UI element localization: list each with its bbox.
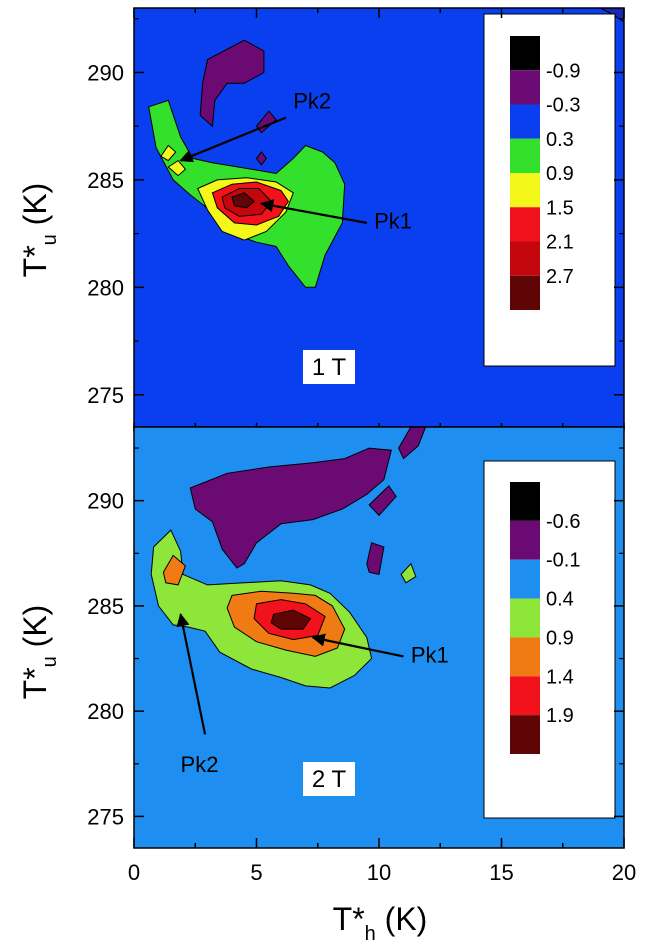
legend-box-top bbox=[483, 13, 616, 367]
y-tick-label-bot-285: 285 bbox=[87, 594, 124, 619]
legend-swatch-bot-4 bbox=[510, 637, 540, 677]
legend-swatch-top-5 bbox=[510, 207, 540, 242]
annotation-label-pk1-top: Pk1 bbox=[374, 209, 412, 234]
legend-label-top-4: 1.5 bbox=[546, 197, 574, 219]
field-label-box-bottom bbox=[303, 762, 355, 796]
annotation-labels-top: Pk1 Pk2 bbox=[293, 88, 412, 233]
x-tick-label-20: 20 bbox=[612, 860, 636, 885]
annotation-arrow-pk2-bot bbox=[176, 613, 207, 735]
legend-swatch-top-0 bbox=[510, 36, 540, 71]
legend-swatch-bot-0 bbox=[510, 482, 540, 521]
contour-region-top-2 bbox=[255, 151, 267, 166]
legend-swatch-top-7 bbox=[510, 275, 540, 310]
legend-swatch-bot-6 bbox=[510, 715, 540, 754]
legend-label-bot-2: 0.4 bbox=[546, 589, 574, 611]
y-ticks-top: 275 280 285 290 bbox=[87, 18, 624, 408]
y-tick-label-bot-275: 275 bbox=[87, 804, 124, 829]
y-tick-label-top-275: 275 bbox=[87, 383, 124, 408]
legend-label-top-2: 0.3 bbox=[546, 129, 574, 151]
contour-region-bot-2 bbox=[368, 485, 397, 517]
y-axis-label-bottom: T*u (K) bbox=[17, 605, 61, 700]
legend-label-bot-1: -0.1 bbox=[546, 550, 580, 572]
legend-label-bot-5: 1.9 bbox=[546, 705, 574, 727]
legend-swatch-bot-1 bbox=[510, 520, 540, 560]
legend-swatch-top-1 bbox=[510, 70, 540, 105]
annotation-labels-bottom: Pk1 Pk2 bbox=[181, 642, 449, 776]
x-axis-label: T*h (K) bbox=[333, 901, 428, 945]
contour-regions-top bbox=[148, 8, 624, 288]
field-label-top: 1 T bbox=[312, 354, 347, 381]
contour-region-top-6 bbox=[167, 159, 187, 177]
legend-swatch-top-4 bbox=[510, 173, 540, 208]
y-tick-label-top-280: 280 bbox=[87, 275, 124, 300]
x-tick-label-15: 15 bbox=[489, 860, 513, 885]
contour-region-bot-1 bbox=[398, 427, 427, 460]
legend-label-top-5: 2.1 bbox=[546, 232, 574, 254]
contour-region-bot-5 bbox=[400, 562, 417, 584]
legend-label-bot-3: 0.9 bbox=[546, 627, 574, 649]
annotation-arrows-bottom bbox=[176, 613, 404, 735]
y-axis-label-top: T*u (K) bbox=[17, 183, 61, 278]
contour-region-top-corner bbox=[599, 8, 624, 23]
legend-top: -0.9 -0.3 0.3 0.9 1.5 2.1 2.7 bbox=[483, 13, 616, 367]
panel-1T: Pk1 Pk2 -0.9 -0.3 0.3 0.9 1.5 2.1 2.7 1 T 275 28… bbox=[17, 7, 625, 431]
legend-swatch-bot-3 bbox=[510, 598, 540, 638]
legend-bottom: -0.6 -0.1 0.4 0.9 1.4 1.9 bbox=[483, 460, 616, 819]
legend-label-top-0: -0.9 bbox=[546, 60, 580, 82]
y-ticks-bottom: 275 280 285 290 bbox=[87, 447, 624, 829]
annotation-label-pk1-bot: Pk1 bbox=[411, 642, 449, 667]
contour-region-top-0 bbox=[199, 39, 265, 128]
contour-region-bot-0 bbox=[189, 447, 392, 569]
legend-label-top-6: 2.7 bbox=[546, 266, 574, 288]
legend-swatch-bot-2 bbox=[510, 559, 540, 599]
legend-swatch-top-6 bbox=[510, 241, 540, 276]
annotation-arrow-pk1-top bbox=[260, 199, 367, 224]
x-tick-label-10: 10 bbox=[367, 860, 391, 885]
annotation-arrow-pk2-top bbox=[179, 116, 287, 163]
legend-label-bot-4: 1.4 bbox=[546, 666, 574, 688]
legend-label-bot-0: -0.6 bbox=[546, 511, 580, 533]
legend-box-bot bbox=[483, 460, 616, 819]
contour-region-bot-7 bbox=[162, 554, 186, 586]
annotation-label-pk2-bot: Pk2 bbox=[181, 752, 219, 777]
field-label-box-top bbox=[303, 350, 355, 384]
legend-label-top-1: -0.3 bbox=[546, 95, 580, 117]
legend-swatch-top-3 bbox=[510, 138, 540, 173]
legend-label-top-3: 0.9 bbox=[546, 163, 574, 185]
x-tick-label-0: 0 bbox=[128, 860, 140, 885]
y-tick-label-bot-290: 290 bbox=[87, 489, 124, 514]
panel-2T: Pk1 Pk2 -0.6 -0.1 0.4 0.9 1.4 1.9 2 T 275 280 28… bbox=[17, 426, 636, 945]
y-tick-label-bot-280: 280 bbox=[87, 699, 124, 724]
contour-region-top-5 bbox=[160, 144, 177, 162]
field-label-bottom: 2 T bbox=[312, 766, 347, 793]
contour-region-top-9 bbox=[231, 192, 255, 209]
contour-region-bot-3 bbox=[366, 542, 385, 576]
contour-region-bot-9 bbox=[270, 609, 312, 630]
annotation-arrows-top bbox=[179, 116, 367, 224]
x-tick-label-5: 5 bbox=[250, 860, 262, 885]
annotation-arrow-pk1-bot bbox=[311, 633, 404, 658]
legend-swatch-top-2 bbox=[510, 104, 540, 139]
y-tick-label-top-285: 285 bbox=[87, 168, 124, 193]
x-ticks-bottom: 0 5 10 15 20 bbox=[128, 838, 636, 885]
y-tick-label-top-290: 290 bbox=[87, 60, 124, 85]
legend-swatch-bot-5 bbox=[510, 676, 540, 716]
annotation-label-pk2-top: Pk2 bbox=[293, 88, 331, 113]
